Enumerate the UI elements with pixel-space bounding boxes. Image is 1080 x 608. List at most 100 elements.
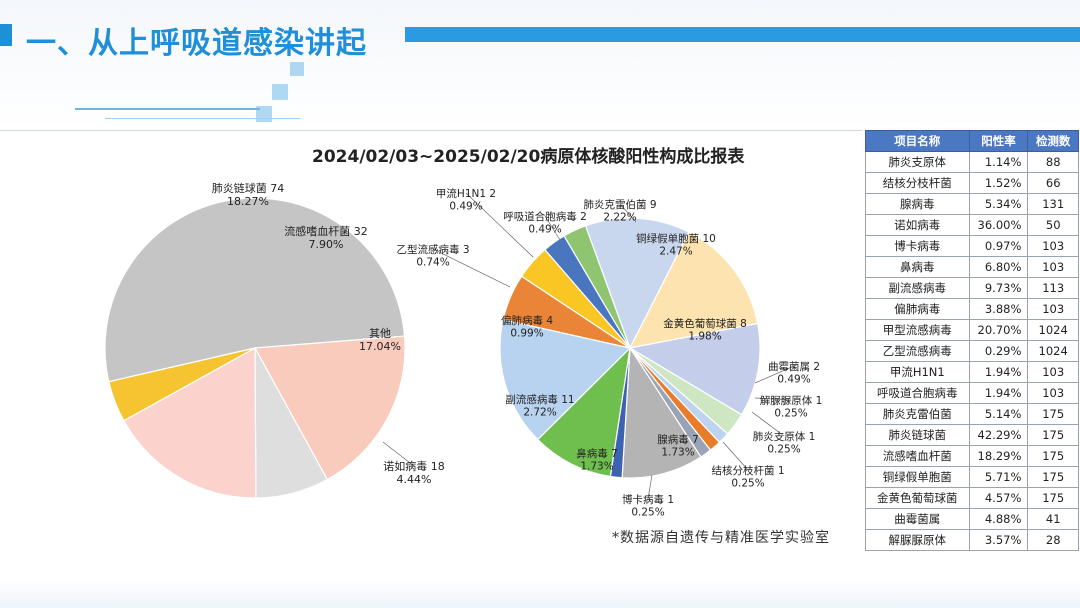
positivity-table: 项目名称 阳性率 检测数 肺炎支原体 1.14% 88 结核分枝杆菌 1.52% 66 腺病… [865, 130, 1080, 551]
header-test-count: 检测数 [1027, 130, 1079, 152]
deco-line [75, 108, 260, 110]
leader-line [432, 248, 511, 288]
bottom-band [0, 580, 1080, 608]
cell-positive-rate: 0.29% [968, 340, 1029, 362]
slice-percent: 0.25% [631, 507, 664, 519]
cell-item-name: 博卡病毒 [865, 235, 970, 257]
cell-item-name: 乙型流感病毒 [865, 340, 970, 362]
table-row: 副流感病毒 9.73% 113 [865, 277, 1079, 299]
cell-item-name: 曲霉菌属 [865, 508, 970, 530]
pie-slice [621, 346, 702, 479]
slice-percent: 0.99% [510, 328, 543, 340]
deco-square [272, 84, 288, 100]
cell-item-name: 鼻病毒 [865, 256, 970, 278]
cell-positive-rate: 18.29% [968, 445, 1029, 467]
pie-slice [628, 231, 759, 349]
slice-percent: 0.25% [774, 408, 807, 420]
cell-item-name: 结核分枝杆菌 [865, 172, 970, 194]
leader-line [751, 411, 785, 437]
slice-label: 金黄色葡萄球菌 8 [663, 317, 747, 330]
cell-item-name: 偏肺病毒 [865, 298, 970, 320]
cell-positive-rate: 9.73% [968, 277, 1029, 299]
table-row: 曲霉菌属 4.88% 41 [865, 508, 1079, 530]
slice-label: 乙型流感病毒 3 [396, 243, 469, 256]
cell-test-count: 50 [1027, 214, 1079, 236]
table-row: 偏肺病毒 3.88% 103 [865, 298, 1079, 320]
slice-percent: 1.73% [661, 447, 694, 459]
table-row: 腺病毒 5.34% 131 [865, 193, 1079, 215]
cell-test-count: 1024 [1027, 319, 1079, 341]
slice-label: 博卡病毒 1 [622, 493, 674, 506]
pie-slice [563, 225, 631, 349]
cell-positive-rate: 5.14% [968, 403, 1029, 425]
leader-line [754, 365, 795, 384]
title-accent-bar [405, 27, 1080, 42]
cell-positive-rate: 6.80% [968, 256, 1029, 278]
table-row: 金黄色葡萄球菌 4.57% 175 [865, 487, 1079, 509]
slice-percent: 7.90% [309, 238, 344, 251]
cell-test-count: 41 [1027, 508, 1079, 530]
leader-line [647, 474, 653, 500]
table-row: 呼吸道合胞病毒 1.94% 103 [865, 382, 1079, 404]
header-positive-rate: 阳性率 [968, 130, 1029, 152]
cell-test-count: 175 [1027, 445, 1079, 467]
cell-test-count: 103 [1027, 361, 1079, 383]
slice-label: 肺炎支原体 1 [753, 431, 816, 443]
slice-percent: 18.27% [227, 195, 269, 208]
cell-item-name: 呼吸道合胞病毒 [865, 382, 970, 404]
cell-item-name: 解脲脲原体 [865, 529, 970, 551]
cell-positive-rate: 1.14% [968, 151, 1029, 173]
cell-positive-rate: 4.57% [968, 487, 1029, 509]
pie-slice [254, 335, 406, 481]
deco-line [105, 118, 300, 119]
cell-test-count: 66 [1027, 172, 1079, 194]
leader-line [382, 441, 415, 467]
cell-positive-rate: 36.00% [968, 214, 1029, 236]
slice-label: 腺病毒 7 [657, 433, 699, 446]
cell-test-count: 175 [1027, 424, 1079, 446]
table-row: 解脲脲原体 3.57% 28 [865, 529, 1079, 551]
slice-percent: 2.47% [659, 246, 692, 258]
table-row: 铜绿假单胞菌 5.71% 175 [865, 466, 1079, 488]
slice-label: 结核分枝杆菌 1 [711, 464, 784, 477]
footnote: *数据源自遗传与精准医学实验室 [612, 530, 830, 546]
cell-test-count: 103 [1027, 256, 1079, 278]
slice-label: 副流感病毒 11 [505, 393, 574, 406]
cell-test-count: 113 [1027, 277, 1079, 299]
title-marker [0, 24, 12, 46]
cell-test-count: 103 [1027, 235, 1079, 257]
table-row: 肺炎链球菌 42.29% 175 [865, 424, 1079, 446]
slice-percent: 17.04% [359, 340, 401, 353]
slice-label: 肺炎链球菌 74 [212, 181, 285, 195]
cell-item-name: 肺炎克雷伯菌 [865, 403, 970, 425]
cell-positive-rate: 4.88% [968, 508, 1029, 530]
slice-label: 流感嗜血杆菌 32 [284, 224, 368, 238]
table-row: 甲型流感病毒 20.70% 1024 [865, 319, 1079, 341]
slice-percent: 1.73% [580, 461, 613, 473]
slice-percent: 0.25% [731, 478, 764, 490]
slice-label: 肺炎克雷伯菌 9 [583, 198, 656, 211]
slice-percent: 2.22% [603, 212, 636, 224]
slice-label: 甲流H1N1 2 [436, 187, 496, 200]
pie-slice [499, 318, 632, 441]
slice-label: 偏肺病毒 4 [501, 314, 553, 327]
cell-item-name: 肺炎链球菌 [865, 424, 970, 446]
table-row: 鼻病毒 6.80% 103 [865, 256, 1079, 278]
pie-slice [628, 322, 761, 416]
cell-positive-rate: 1.94% [968, 382, 1029, 404]
pie-slice [584, 217, 690, 350]
slice-percent: 0.49% [528, 224, 561, 236]
table-row: 诺如病毒 36.00% 50 [865, 214, 1079, 236]
cell-test-count: 175 [1027, 466, 1079, 488]
slice-label: 解脲脲原体 1 [760, 394, 823, 407]
slice-percent: 0.74% [416, 257, 449, 269]
cell-positive-rate: 20.70% [968, 319, 1029, 341]
cell-test-count: 103 [1027, 382, 1079, 404]
divider [0, 130, 862, 131]
cell-test-count: 175 [1027, 487, 1079, 509]
pie-slice [108, 347, 256, 422]
leader-line [754, 397, 792, 401]
cell-item-name: 甲型流感病毒 [865, 319, 970, 341]
slice-percent: 0.49% [449, 201, 482, 213]
cell-positive-rate: 5.34% [968, 193, 1029, 215]
